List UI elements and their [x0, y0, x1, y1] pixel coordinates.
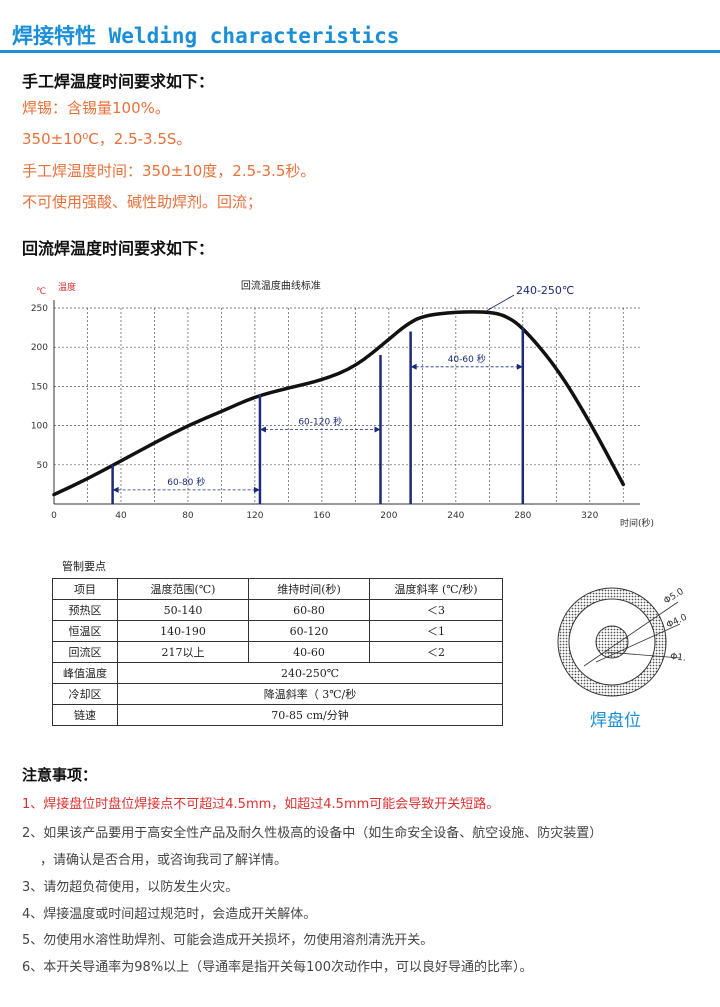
table-cell: 217以上	[117, 641, 249, 663]
table-header-cell: 温度范围(℃)	[117, 578, 249, 600]
y-tick-label: 100	[31, 422, 48, 432]
x-tick-label: 200	[380, 511, 397, 521]
y-axis-unit: ℃	[36, 287, 46, 297]
reflow-heading: 回流焊温度时间要求如下：	[22, 239, 215, 258]
x-axis-label: 时间(秒)	[620, 517, 654, 529]
x-tick-label: 280	[514, 511, 531, 521]
table-cell: 60-80	[248, 599, 370, 621]
control-table-title: 管制要点	[62, 560, 106, 573]
x-tick-label: 320	[581, 511, 598, 521]
note-item: 3、请勿超负荷使用，以防发生火灾。	[22, 880, 239, 895]
table-row: 链速 70-85 cm/分钟	[52, 704, 503, 726]
table-cell: 40-60	[248, 641, 370, 663]
page-title: 焊接特性 Welding characteristics	[12, 24, 400, 48]
x-tick-label: 240	[447, 511, 464, 521]
table-cell: 回流区	[52, 641, 118, 663]
table-header-cell: 维持时间(秒)	[248, 578, 370, 600]
table-cell: 140-190	[117, 620, 249, 642]
manual-line-4: 不可使用强酸、碱性助焊剂。回流；	[22, 193, 263, 211]
note-item: 5、勿使用水溶性助焊剂、可能会造成开关损坏，勿使用溶剂清洗开关。	[22, 933, 434, 948]
page-header: 焊接特性 Welding characteristics	[0, 14, 720, 54]
table-row: 预热区 50-140 60-80 ＜3	[52, 599, 503, 621]
table-row: 冷却区 降温斜率（ 3℃/秒	[52, 683, 503, 705]
x-tick-label: 80	[182, 511, 194, 521]
pad-label: 焊盘位	[590, 711, 641, 731]
note-item: 1、焊接盘位时盘位焊接点不可超过4.5mm，如超过4.5mm可能会导致开关短路。	[22, 797, 500, 812]
table-cell: 50-140	[117, 599, 249, 621]
table-cell: 冷却区	[52, 683, 118, 705]
x-tick-label: 120	[246, 511, 263, 521]
table-cell: ＜2	[369, 641, 503, 663]
manual-heading: 手工焊温度时间要求如下：	[22, 72, 215, 91]
peak-pointer	[485, 294, 515, 312]
peak-label: 240-250℃	[516, 284, 574, 297]
dim-label: Φ4.0	[665, 612, 686, 630]
table-cell: 链速	[52, 704, 118, 726]
x-tick-label: 160	[313, 511, 330, 521]
table-row: 恒温区 140-190 60-120 ＜1	[52, 620, 503, 642]
x-tick-label: 0	[51, 511, 57, 521]
table-cell: ＜3	[369, 599, 503, 621]
note-item: 6、本开关导通率为98%以上（导通率是指开关每100次动作中，可以良好导通的比率…	[22, 960, 533, 975]
notes-heading: 注意事项：	[22, 766, 98, 784]
arrow-head-right	[374, 426, 381, 433]
note-item: ，请确认是否合用，或咨询我司了解详情。	[40, 853, 288, 868]
y-tick-label: 150	[31, 382, 48, 392]
duration-label: 60-80 秒	[167, 476, 205, 488]
duration-label: 60-120 秒	[298, 416, 342, 428]
table-cell: ＜1	[369, 620, 503, 642]
x-tick-label: 40	[115, 511, 127, 521]
duration-label: 40-60 秒	[448, 353, 486, 365]
table-cell: 70-85 cm/分钟	[117, 704, 503, 726]
note-item: 2、如果该产品要用于高安全性产品及耐久性极高的设备中（如生命安全设备、航空设施、…	[22, 826, 603, 841]
control-table: 项目 温度范围(℃) 维持时间(秒) 温度斜率 (℃/秒) 预热区 50-140…	[52, 578, 503, 726]
chart-title: 回流温度曲线标准	[241, 279, 321, 292]
note-item: 4、焊接温度或时间超过规范时，会造成开关解体。	[22, 907, 317, 922]
header-divider	[0, 50, 720, 53]
dim-label: Φ5.0	[662, 587, 686, 607]
table-cell: 峰值温度	[52, 662, 118, 684]
manual-line-2: 350±10⁰C，2.5-3.5S。	[22, 130, 192, 148]
manual-line-1: 焊锡：含锡量100%。	[22, 99, 170, 117]
y-tick-label: 250	[31, 304, 48, 314]
dim-label: Φ1.5	[670, 652, 686, 664]
dim-line	[605, 651, 681, 659]
table-row: 回流区 217以上 40-60 ＜2	[52, 641, 503, 663]
y-tick-label: 50	[37, 461, 49, 471]
arrow-head-left	[259, 426, 266, 433]
dim-line	[583, 601, 679, 667]
table-cell: 恒温区	[52, 620, 118, 642]
table-header-row: 项目 温度范围(℃) 维持时间(秒) 温度斜率 (℃/秒)	[52, 578, 503, 600]
arrow-head-left	[112, 486, 119, 493]
table-cell: 240-250℃	[117, 662, 503, 684]
table-header-cell: 温度斜率 (℃/秒)	[369, 578, 503, 600]
arrow-head-right	[516, 363, 523, 370]
dim-line	[595, 623, 681, 663]
solder-pad-diagram: Φ5.0 Φ4.0 Φ1.5	[557, 587, 686, 697]
table-cell: 降温斜率（ 3℃/秒	[117, 683, 503, 705]
center-pad	[595, 625, 629, 659]
table-header-cell: 项目	[52, 578, 118, 600]
arrow-head-right	[253, 486, 260, 493]
reflow-profile-chart: 50 100 150 200 250 0 40 80 120 160 200 240 280 320 ℃ 温度…	[31, 279, 654, 529]
table-cell: 60-120	[248, 620, 370, 642]
manual-line-3: 手工焊温度时间：350±10度，2.5-3.5秒。	[22, 162, 316, 180]
temperature-curve	[52, 310, 626, 497]
table-cell: 预热区	[52, 599, 118, 621]
table-row: 峰值温度 240-250℃	[52, 662, 503, 684]
y-axis-label: 温度	[58, 281, 76, 293]
arrow-head-left	[410, 363, 417, 370]
y-tick-label: 200	[31, 343, 48, 353]
